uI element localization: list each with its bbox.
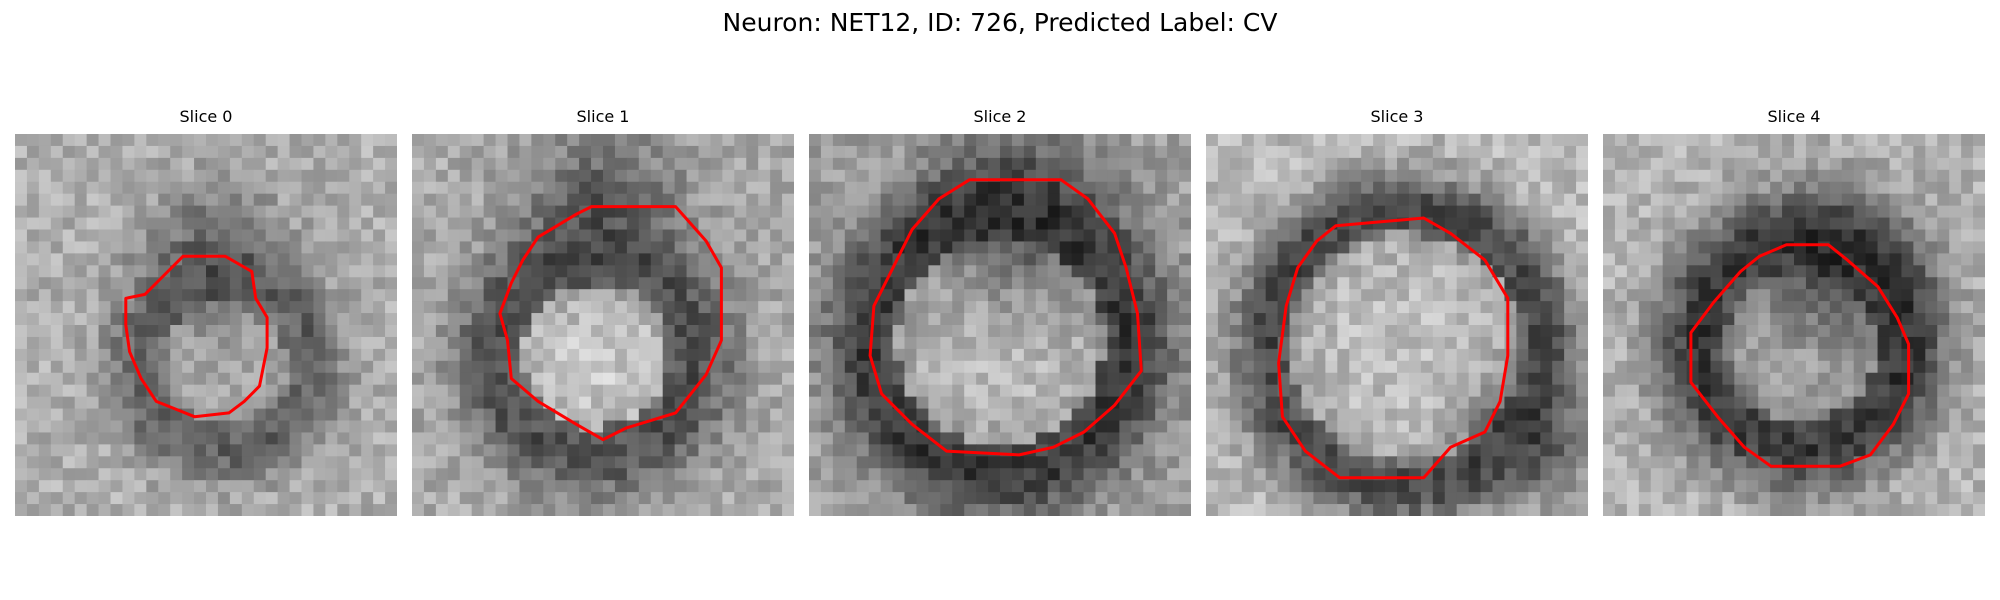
slice-image (1206, 134, 1588, 516)
slice-image (15, 134, 397, 516)
segmentation-contour (124, 254, 269, 419)
segmentation-contour (868, 178, 1143, 457)
slice-title: Slice 3 (1370, 107, 1424, 126)
slice-title: Slice 0 (179, 107, 233, 126)
segmentation-contour (1277, 216, 1510, 480)
figure-title: Neuron: NET12, ID: 726, Predicted Label:… (722, 8, 1278, 37)
slice-title: Slice 1 (576, 107, 630, 126)
slice-image (809, 134, 1191, 516)
segmentation-contour (1689, 243, 1911, 468)
slice-image (1603, 134, 1985, 516)
slice-title: Slice 2 (973, 107, 1027, 126)
slice-title: Slice 4 (1767, 107, 1821, 126)
slice-image (412, 134, 794, 516)
segmentation-contour (498, 205, 723, 442)
